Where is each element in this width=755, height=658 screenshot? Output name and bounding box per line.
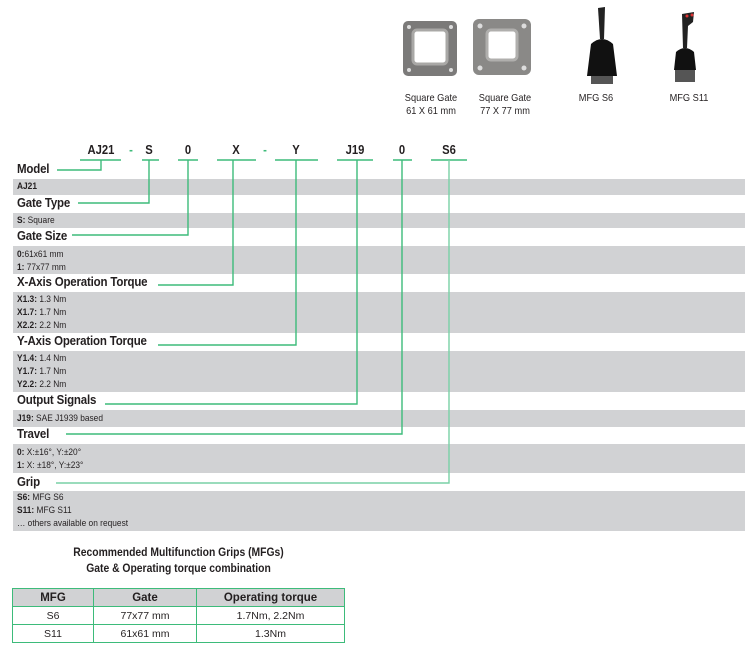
options-gate-type: S: Square — [17, 215, 55, 226]
heading-x-torque: X-Axis Operation Torque — [17, 275, 148, 289]
code-dash: - — [263, 143, 267, 157]
heading-model: Model — [17, 162, 50, 176]
cell-gate: 61x61 mm — [93, 624, 197, 643]
band-x-torque — [13, 292, 745, 333]
options-grip: S6: MFG S6 S11: MFG S11 … others availab… — [17, 492, 129, 529]
options-output: J19: SAE J1939 based — [17, 413, 103, 424]
band-gate-type — [13, 213, 745, 228]
band-travel — [13, 444, 745, 473]
options-travel: 0: X:±16°, Y:±20° 1: X: ±18°, Y:±23° — [17, 447, 84, 471]
band-grip — [13, 491, 745, 531]
code-x-torque: X — [232, 143, 240, 157]
recommend-title: Recommended Multifunction Grips (MFGs) — [73, 547, 284, 559]
mfg-s11-joystick-image — [674, 12, 696, 82]
band-gate-size — [13, 246, 745, 274]
cell-torque: 1.7Nm, 2.2Nm — [196, 606, 345, 625]
cell-mfg: S11 — [12, 624, 94, 643]
code-model: AJ21 — [87, 143, 115, 157]
heading-travel: Travel — [17, 427, 50, 441]
col-torque: Operating torque — [196, 588, 345, 607]
square-gate-61-image — [403, 21, 457, 76]
band-y-torque — [13, 351, 745, 392]
caption-mfg-s6: MFG S6 — [578, 92, 614, 104]
table-row: S11 61x61 mm 1.3Nm — [12, 624, 345, 643]
band-output — [13, 410, 745, 427]
band-model — [13, 179, 745, 195]
col-gate: Gate — [93, 588, 197, 607]
cell-gate: 77x77 mm — [93, 606, 197, 625]
code-gate-type: S — [145, 143, 153, 157]
heading-y-torque: Y-Axis Operation Torque — [17, 334, 147, 348]
options-gate-size: 0:61x61 mm 1: 77x77 mm — [17, 249, 66, 273]
caption-mfg-s11: MFG S11 — [669, 92, 709, 104]
code-gate-size: 0 — [184, 143, 192, 157]
options-x-torque: X1.3: 1.3 Nm X1.7: 1.7 Nm X2.2: 2.2 Nm — [17, 294, 67, 331]
heading-output: Output Signals — [17, 393, 97, 407]
caption-square-gate-77: Square Gate 77 X 77 mm — [478, 92, 532, 117]
heading-gate-type: Gate Type — [17, 196, 71, 210]
table-row: S6 77x77 mm 1.7Nm, 2.2Nm — [12, 606, 345, 625]
cell-mfg: S6 — [12, 606, 94, 625]
col-mfg: MFG — [12, 588, 94, 607]
cell-torque: 1.3Nm — [196, 624, 345, 643]
code-grip: S6 — [442, 143, 456, 157]
code-travel: 0 — [398, 143, 406, 157]
recommend-subtitle: Gate & Operating torque combination — [86, 563, 271, 575]
options-model: AJ21 — [17, 181, 37, 192]
options-y-torque: Y1.4: 1.4 Nm Y1.7: 1.7 Nm Y2.2: 2.2 Nm — [17, 353, 67, 390]
square-gate-77-image — [473, 19, 531, 75]
recommend-table: MFG Gate Operating torque S6 77x77 mm 1.… — [12, 588, 345, 643]
connector-lines — [56, 159, 467, 484]
code-dash: - — [129, 143, 133, 157]
table-header-row: MFG Gate Operating torque — [12, 588, 345, 607]
code-output: J19 — [345, 143, 365, 157]
mfg-s6-joystick-image — [587, 7, 617, 84]
grip-note: … others available on request — [17, 518, 129, 529]
caption-square-gate-61: Square Gate 61 X 61 mm — [404, 92, 458, 117]
heading-gate-size: Gate Size — [17, 229, 68, 243]
heading-grip: Grip — [17, 475, 40, 489]
code-y-torque: Y — [292, 143, 300, 157]
